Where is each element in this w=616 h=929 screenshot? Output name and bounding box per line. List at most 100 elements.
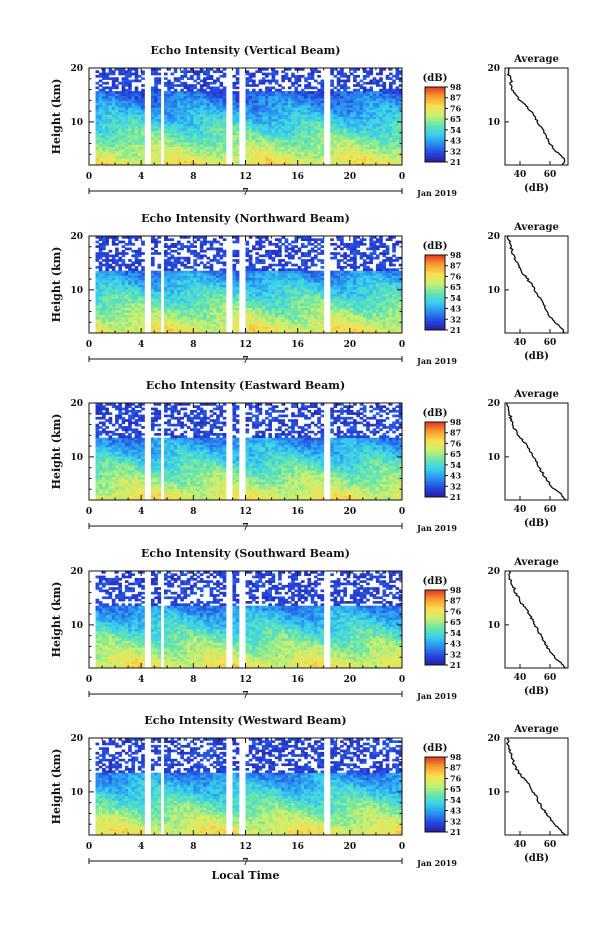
heatmap-cell: [184, 123, 188, 126]
heatmap-cell: [291, 73, 295, 76]
heatmap-cell: [317, 147, 321, 150]
heatmap-cell: [206, 321, 210, 324]
heatmap-cell: [206, 82, 210, 85]
heatmap-cell: [141, 130, 145, 133]
heatmap-cell: [180, 105, 184, 108]
heatmap-cell: [187, 77, 191, 80]
heatmap-cell: [347, 103, 351, 106]
heatmap-cell: [102, 294, 106, 297]
heatmap-cell: [301, 121, 305, 124]
heatmap-cell: [379, 107, 383, 110]
heatmap-cell: [135, 89, 139, 92]
heatmap-cell: [288, 121, 292, 124]
heatmap-cell: [311, 70, 315, 73]
heatmap-cell: [347, 114, 351, 117]
heatmap-cell: [154, 137, 158, 140]
heatmap-cell: [151, 73, 155, 76]
heatmap-cell: [291, 298, 295, 301]
heatmap-cell: [171, 110, 175, 113]
heatmap-cell: [304, 153, 308, 156]
heatmap-cell: [96, 126, 100, 129]
heatmap-cell: [125, 114, 129, 117]
heatmap-cell: [135, 114, 139, 117]
heatmap-cell: [291, 91, 295, 94]
heatmap-cell: [232, 107, 236, 110]
heatmap-cell: [96, 317, 100, 320]
heatmap-cell: [219, 305, 223, 308]
heatmap-cell: [252, 84, 256, 87]
heatmap-cell: [164, 296, 168, 299]
heatmap-cell: [154, 321, 158, 324]
heatmap-cell: [246, 137, 250, 140]
heatmap-cell: [246, 317, 250, 320]
heatmap-cell: [131, 133, 135, 136]
heatmap-cell: [272, 112, 276, 115]
heatmap-cell: [252, 289, 256, 292]
heatmap-cell: [255, 296, 259, 299]
heatmap-cell: [200, 140, 204, 143]
heatmap-cell: [200, 100, 204, 103]
heatmap-cell: [96, 153, 100, 156]
heatmap-cell: [232, 135, 236, 138]
heatmap-cell: [246, 73, 250, 76]
heatmap-cell: [219, 82, 223, 85]
heatmap-cell: [210, 298, 214, 301]
heatmap-cell: [174, 156, 178, 159]
heatmap-cell: [246, 147, 250, 150]
heatmap-cell: [200, 130, 204, 133]
heatmap-cell: [99, 153, 103, 156]
heatmap-cell: [174, 117, 178, 120]
heatmap-cell: [102, 312, 106, 315]
heatmap-cell: [363, 103, 367, 106]
heatmap-cell: [330, 137, 334, 140]
heatmap-cell: [128, 298, 132, 301]
heatmap-cell: [236, 156, 240, 159]
heatmap-cell: [356, 103, 360, 106]
heatmap-cell: [255, 321, 259, 324]
heatmap-cell: [272, 110, 276, 113]
heatmap-cell: [340, 137, 344, 140]
heatmap-cell: [330, 128, 334, 131]
heatmap-cell: [347, 105, 351, 108]
heatmap-cell: [392, 153, 396, 156]
heatmap-cell: [167, 153, 171, 156]
heatmap-cell: [118, 153, 122, 156]
heatmap-cell: [382, 105, 386, 108]
heatmap-cell: [373, 103, 377, 106]
heatmap-cell: [135, 328, 139, 331]
heatmap-cell: [307, 303, 311, 306]
heatmap-cell: [285, 98, 289, 101]
heatmap-cell: [219, 114, 223, 117]
heatmap-cell: [138, 298, 142, 301]
heatmap-cell: [275, 303, 279, 306]
heatmap-cell: [187, 137, 191, 140]
heatmap-cell: [99, 89, 103, 92]
heatmap-cell: [151, 319, 155, 322]
heatmap-cell: [167, 296, 171, 299]
heatmap-cell: [105, 73, 109, 76]
heatmap-cell: [246, 301, 250, 304]
heatmap-cell: [314, 321, 318, 324]
heatmap-cell: [369, 130, 373, 133]
heatmap-cell: [252, 153, 256, 156]
heatmap-cell: [353, 312, 357, 315]
heatmap-cell: [255, 105, 259, 108]
heatmap-cell: [112, 126, 116, 129]
heatmap-cell: [259, 100, 263, 103]
heatmap-cell: [395, 73, 399, 76]
heatmap-cell: [262, 121, 266, 124]
heatmap-cell: [167, 112, 171, 115]
heatmap-cell: [340, 112, 344, 115]
heatmap-cell: [246, 312, 250, 315]
heatmap-cell: [366, 298, 370, 301]
heatmap-cell: [219, 289, 223, 292]
heatmap-cell: [291, 75, 295, 78]
heatmap-cell: [379, 147, 383, 150]
heatmap-cell: [389, 110, 393, 113]
heatmap-cell: [275, 135, 279, 138]
heatmap-cell: [157, 121, 161, 124]
heatmap-cell: [167, 301, 171, 304]
heatmap-cell: [138, 144, 142, 147]
heatmap-cell: [268, 294, 272, 297]
heatmap-cell: [301, 96, 305, 99]
